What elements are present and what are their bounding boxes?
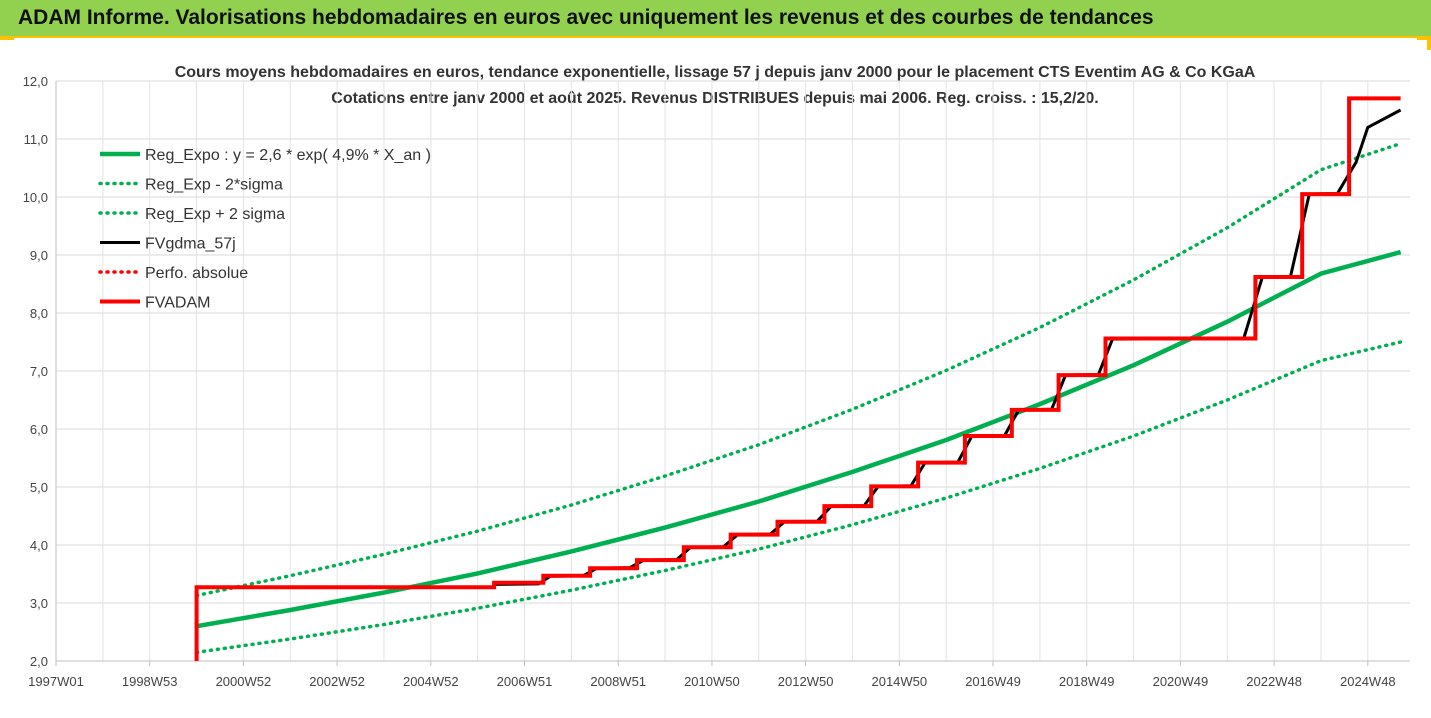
x-tick-label: 2014W50 (871, 674, 927, 689)
legend: Reg_Expo : y = 2,6 * exp( 4,9% * X_an ) R… (98, 147, 431, 312)
line-chart: Cours moyens hebdomadaires en euros, ten… (23, 64, 1410, 689)
y-tick-label: 9,0 (30, 248, 48, 263)
x-tick-label: 2006W51 (497, 674, 553, 689)
x-tick-label: 2024W48 (1340, 674, 1396, 689)
corner-marker-top-right (1417, 36, 1431, 40)
legend-label-4: Perfo. absolue (145, 265, 248, 282)
y-tick-label: 7,0 (30, 364, 48, 379)
y-tick-label: 8,0 (30, 306, 48, 321)
y-tick-label: 5,0 (30, 480, 48, 495)
x-tick-label: 2008W51 (590, 674, 646, 689)
series-line-1 (194, 340, 1403, 655)
x-tick-label: 2012W50 (778, 674, 834, 689)
report-banner: ADAM Informe. Valorisations hebdomadaire… (0, 0, 1431, 38)
y-tick-label: 4,0 (30, 538, 48, 553)
x-tick-label: 2002W52 (309, 674, 365, 689)
x-tick-label: 2000W52 (216, 674, 272, 689)
banner-title: ADAM Informe. Valorisations hebdomadaire… (18, 6, 1154, 29)
chart-subtitle: Cotations entre janv 2000 et août 2025. … (331, 90, 1098, 107)
x-tick-label: 1998W53 (122, 674, 178, 689)
corner-marker-right-edge (1427, 36, 1431, 50)
x-tick-label: 2016W49 (965, 674, 1021, 689)
series-line-3 (494, 108, 1402, 586)
y-tick-label: 3,0 (30, 596, 48, 611)
y-tick-label: 6,0 (30, 422, 48, 437)
x-tick-label: 2020W49 (1153, 674, 1209, 689)
series-layer (194, 96, 1403, 661)
y-tick-label: 12,0 (23, 74, 48, 89)
series-line-0 (196, 249, 1402, 629)
corner-marker-top-left (0, 36, 14, 40)
x-tick-label: 1997W01 (28, 674, 84, 689)
legend-label-3: FVgdma_57j (145, 236, 236, 253)
legend-label-1: Reg_Exp - 2*sigma (145, 177, 283, 194)
legend-label-2: Reg_Exp + 2 sigma (145, 206, 285, 223)
series-line-2 (194, 141, 1403, 598)
chart-title: Cours moyens hebdomadaires en euros, ten… (175, 64, 1256, 81)
axes: 2,0 3,0 4,0 5,0 6,0 7,0 8,0 9,0 10,0 11,0 12,0 1997… (23, 74, 1410, 689)
x-tick-label: 2010W50 (684, 674, 740, 689)
legend-label-5: FVADAM (145, 295, 210, 312)
y-tick-label: 2,0 (30, 654, 48, 669)
series-line-5 (194, 96, 1401, 661)
x-tick-label: 2022W48 (1246, 674, 1302, 689)
x-tick-label: 2018W49 (1059, 674, 1115, 689)
y-tick-label: 11,0 (24, 132, 48, 147)
x-tick-label: 2004W52 (403, 674, 459, 689)
y-tick-label: 10,0 (23, 190, 48, 205)
legend-label-0: Reg_Expo : y = 2,6 * exp( 4,9% * X_an ) (145, 147, 431, 164)
gridlines (56, 80, 1410, 662)
